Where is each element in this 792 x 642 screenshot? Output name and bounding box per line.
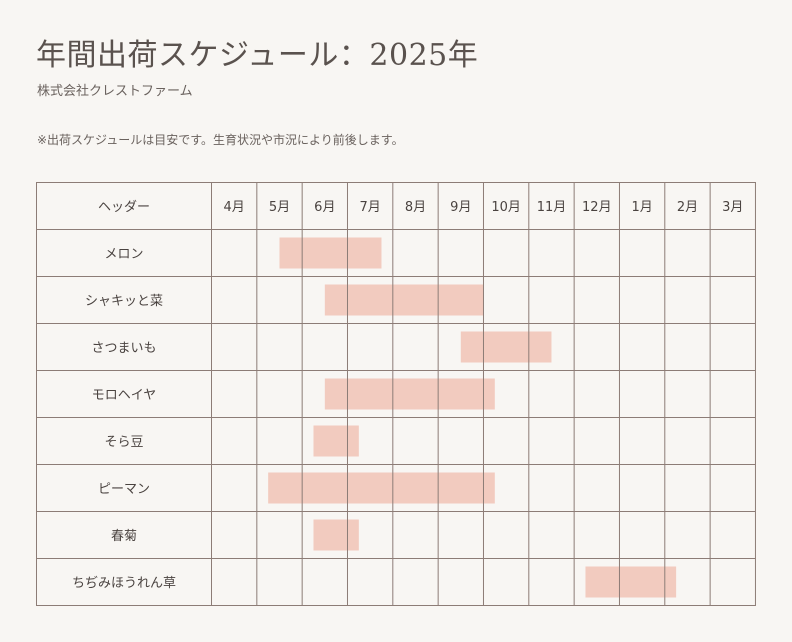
month-label: 6月 [314, 200, 335, 215]
month-label: 12月 [582, 200, 612, 215]
task-label: ちぢみほうれん草 [72, 575, 176, 591]
gantt-bar [313, 519, 359, 551]
gantt-bar [585, 566, 677, 598]
month-label: 3月 [722, 200, 743, 215]
gantt-bar [324, 378, 495, 410]
month-label: 1月 [631, 200, 652, 215]
chart-frame [36, 182, 756, 606]
task-label: モロヘイヤ [92, 388, 157, 403]
gantt-bar [313, 425, 359, 457]
month-label: 11月 [537, 200, 567, 215]
month-label: 8月 [405, 200, 426, 215]
task-label: そら豆 [104, 435, 143, 450]
month-label: 7月 [360, 200, 381, 215]
task-label: さつまいも [91, 341, 156, 356]
month-label: 10月 [491, 200, 521, 215]
gantt-bar [324, 284, 484, 316]
task-label: シャキッと菜 [85, 294, 163, 309]
page-title: 年間出荷スケジュール：2025年 [36, 38, 479, 73]
month-label: 4月 [224, 200, 245, 215]
gantt-bar [279, 237, 382, 269]
header-label: ヘッダー [98, 200, 150, 215]
month-label: 9月 [450, 200, 471, 215]
gantt-bar [268, 472, 495, 504]
task-label: ピーマン [98, 482, 150, 497]
month-label: 5月 [269, 200, 290, 215]
month-label: 2月 [677, 200, 698, 215]
task-label: 春菊 [111, 529, 137, 544]
schedule-note: ※出荷スケジュールは目安です。生育状況や市況により前後します。 [37, 133, 404, 147]
task-label: メロン [104, 247, 143, 262]
gantt-bar [460, 331, 552, 363]
company-name: 株式会社クレストファーム [37, 84, 193, 99]
